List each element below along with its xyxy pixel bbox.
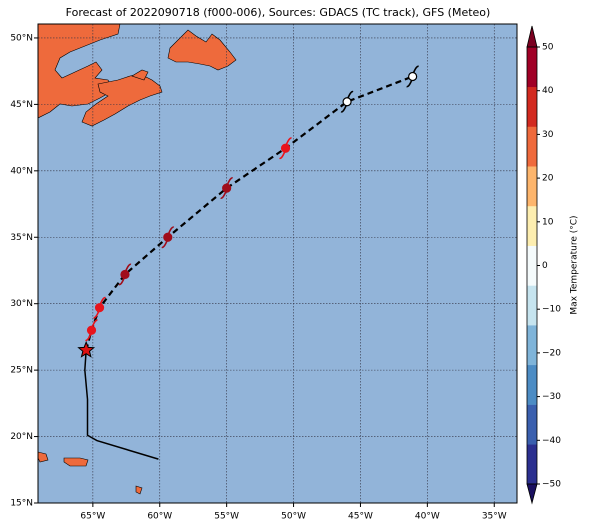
land-shape (63, 457, 89, 467)
colorbar-band (527, 404, 537, 445)
map-frame (37, 23, 518, 504)
colorbar-band (527, 325, 537, 366)
colorbar-tick-label: −20 (542, 348, 561, 358)
colorbar-band (527, 47, 537, 88)
storm-symbol (340, 90, 354, 113)
y-tick-label: 25°N (10, 366, 33, 376)
storm-center (222, 183, 232, 193)
colorbar-tick-label: −10 (542, 305, 561, 315)
past-track (84, 350, 159, 460)
storm-center (408, 71, 418, 82)
colorbar-band (527, 205, 537, 246)
colorbar-band (527, 444, 537, 485)
colorbar-extend-max (526, 25, 538, 48)
colorbar-tick-label: 40 (542, 86, 554, 96)
y-tick-label: 15°N (10, 499, 33, 509)
x-tick-label: 45°W (348, 512, 373, 522)
colorbar-band (527, 364, 537, 405)
storm-symbol (85, 319, 98, 342)
storm-center (280, 143, 291, 153)
land (38, 24, 237, 495)
storm-center (94, 303, 105, 313)
storm-symbol (279, 137, 292, 160)
y-tick-label: 35°N (10, 233, 33, 243)
x-tick-label: 40°W (415, 512, 440, 522)
storm-center (163, 232, 173, 242)
colorbar-band (527, 245, 537, 286)
colorbar-extend-min (526, 483, 538, 505)
colorbar-band (527, 126, 537, 167)
storm-center (86, 325, 97, 335)
x-tick-label: 65°W (80, 512, 105, 522)
colorbar-tick-label: −30 (542, 392, 561, 402)
land-shape (38, 451, 49, 463)
land-shape (167, 29, 237, 71)
colorbar-tick-label: −40 (542, 436, 561, 446)
colorbar-tick-label: 30 (542, 130, 554, 140)
x-tick-label: 50°W (281, 512, 306, 522)
current-position-star (77, 340, 96, 358)
land-shape (38, 24, 121, 119)
storm-center (120, 269, 130, 280)
y-tick-label: 45°N (10, 100, 33, 110)
colorbar-label: Max Temperature (°C) (570, 215, 580, 314)
storm-symbol (93, 296, 106, 319)
colorbar-band (527, 86, 537, 127)
storm-symbol (161, 226, 175, 249)
storm-center (342, 97, 352, 107)
colorbar-tick-label: 20 (542, 174, 554, 184)
storm-symbol (220, 177, 234, 200)
colorbar-tick-label: 50 (542, 43, 554, 53)
colorbar-tick-label: 0 (542, 261, 548, 271)
y-tick-label: 40°N (10, 166, 33, 176)
y-tick-label: 30°N (10, 299, 33, 309)
land-shape (135, 485, 143, 495)
land-shape (131, 69, 149, 81)
y-tick-label: 20°N (10, 432, 33, 442)
storm-symbol (118, 263, 132, 286)
storm-symbol (406, 65, 419, 88)
colorbar-band (527, 166, 537, 207)
title: Forecast of 2022090718 (f000-006), Sourc… (66, 6, 491, 19)
x-tick-label: 55°W (214, 512, 239, 522)
x-tick-label: 35°W (482, 512, 507, 522)
colorbar-tick-label: −50 (542, 480, 561, 490)
y-tick-label: 50°N (10, 33, 33, 43)
colorbar-band (527, 285, 537, 326)
x-tick-label: 60°W (147, 512, 172, 522)
colorbar-tick-label: 10 (542, 217, 554, 227)
